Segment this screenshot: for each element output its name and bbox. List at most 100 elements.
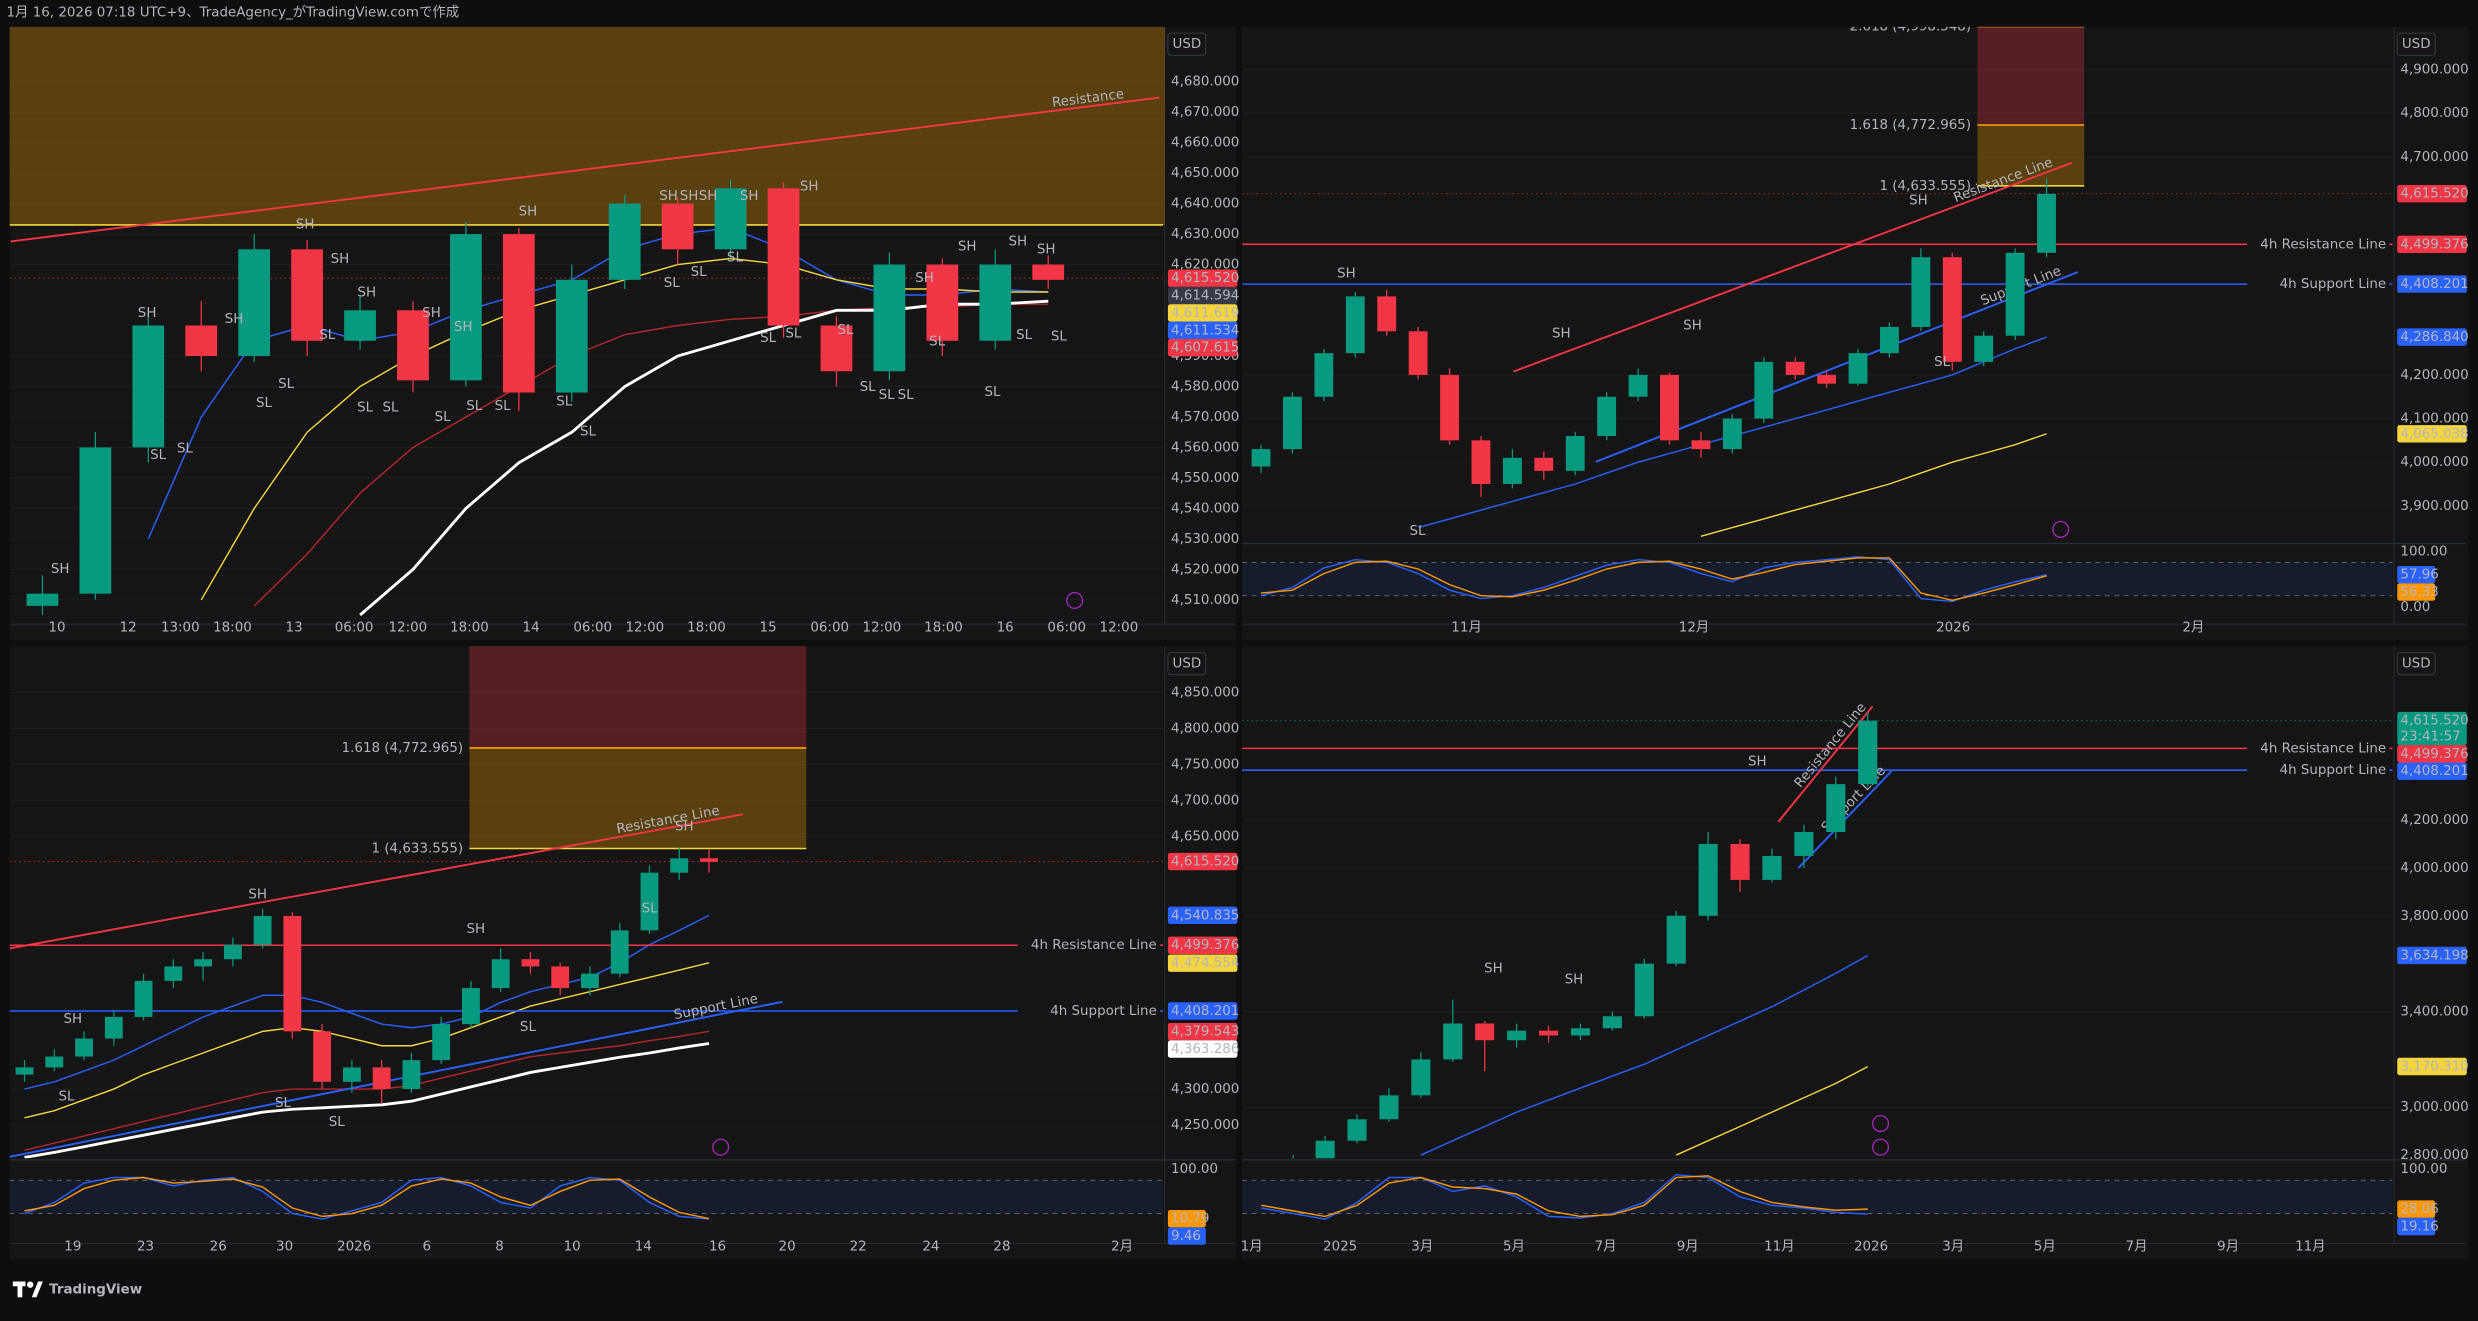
price-tag-label: 4,499.376	[2400, 747, 2468, 762]
fib-zone	[1977, 26, 2085, 126]
candle-body	[291, 249, 323, 341]
x-tick-label: 11月	[1451, 620, 1482, 635]
candle-body	[1698, 843, 1718, 916]
swing-marker: SL	[785, 326, 802, 341]
horizontal-line-label: 4h Resistance Line	[2260, 237, 2386, 252]
x-tick-label: 6	[423, 1240, 432, 1255]
x-tick-label: 06:00	[810, 620, 849, 635]
oscillator-tag-label: 10.79	[1171, 1212, 1209, 1227]
candle-body	[1911, 257, 1931, 327]
trend-line	[9, 813, 744, 950]
oscillator-tag-label: 28.06	[2400, 1202, 2438, 1217]
candle-body	[610, 930, 629, 974]
oscillator-tag-label: 57.96	[2400, 568, 2438, 583]
swing-marker: SL	[727, 251, 744, 266]
price-tag-label: 4,379.543	[1171, 1025, 1239, 1040]
candle-body	[670, 858, 689, 873]
price-tag	[1167, 269, 1238, 287]
event-icon	[712, 1138, 730, 1156]
candle-body	[1597, 396, 1617, 436]
swing-marker: SH	[1565, 973, 1584, 988]
candle-body	[1762, 855, 1782, 880]
candle-body	[1443, 1023, 1463, 1060]
swing-marker: SH	[357, 285, 376, 300]
horizontal-line-label: 4h Resistance Line	[1031, 938, 1157, 953]
swing-marker: SL	[860, 380, 877, 395]
y-tick-label: 4,650.000	[1171, 830, 1239, 845]
x-tick-label: 5月	[2034, 1240, 2056, 1255]
candle-body	[450, 234, 482, 381]
moving-average	[24, 962, 710, 1119]
swing-marker: SL	[1051, 330, 1068, 345]
swing-marker: SL	[329, 1115, 346, 1130]
candle-body	[461, 988, 480, 1025]
price-tag-label: 4,611.619	[1171, 306, 1239, 321]
candle-body	[551, 966, 570, 989]
price-tag-label: 4,615.520	[2400, 187, 2468, 202]
price-tag-label: 4,615.520	[1171, 271, 1239, 286]
x-tick-label: 10	[49, 620, 66, 635]
price-tag-label: 4,065.038	[2400, 427, 2468, 442]
candle-body	[283, 915, 302, 1032]
swing-marker: SH	[64, 1012, 83, 1027]
oscillator-line	[1260, 557, 2047, 602]
x-tick-label: 18:00	[924, 620, 963, 635]
price-tag-label: 3,634.198	[2400, 948, 2468, 963]
swing-marker: SL	[59, 1090, 76, 1105]
y-tick-label: 3,800.000	[2400, 909, 2468, 924]
candle-body	[2037, 193, 2056, 253]
candle-body	[45, 1056, 64, 1068]
candle-body	[1251, 449, 1271, 467]
y-tick-label: 4,670.000	[1171, 105, 1239, 120]
horizontal-line-label-bg	[1017, 937, 1160, 954]
swing-marker: SH	[331, 252, 350, 267]
currency-box	[1167, 652, 1207, 676]
oscillator-tick-label: 100.00	[1171, 1162, 1218, 1177]
x-tick-label: 7月	[2126, 1240, 2148, 1255]
price-tag	[2397, 762, 2467, 780]
candle-body	[223, 944, 242, 960]
y-tick-label: 3,900.000	[2400, 499, 2468, 514]
swing-marker: SL	[580, 424, 597, 439]
candle-body	[104, 1016, 123, 1039]
y-tick-label: 4,660.000	[1171, 136, 1239, 151]
candle-body	[1379, 1095, 1399, 1120]
x-tick-label: 06:00	[1047, 620, 1086, 635]
x-tick-label: 8	[495, 1240, 504, 1255]
trend-line	[1513, 162, 2073, 373]
currency-box	[2396, 652, 2436, 676]
candle-body	[194, 959, 213, 967]
candle-body	[767, 188, 800, 326]
footer-brand: TradingView	[49, 1282, 142, 1297]
y-tick-label: 4,850.000	[1171, 685, 1239, 700]
x-tick-label: 14	[635, 1240, 652, 1255]
y-tick-label: 4,520.000	[1171, 562, 1239, 577]
horizontal-line-label-bg	[2247, 740, 2390, 757]
x-tick-label: 23	[137, 1240, 154, 1255]
price-tag	[2397, 235, 2467, 254]
candle-body	[1848, 353, 1868, 384]
candle-body	[502, 234, 535, 393]
x-tick-label: 3月	[1942, 1240, 1964, 1255]
y-tick-label: 4,620.000	[1171, 258, 1239, 273]
x-tick-label: 18:00	[687, 620, 726, 635]
candle-body	[1754, 361, 1774, 419]
candle-body	[1565, 435, 1585, 471]
swing-marker: SL	[984, 385, 1001, 400]
event-icon	[2052, 520, 2070, 538]
swing-marker: SH	[296, 217, 315, 232]
candle-body	[1722, 418, 1742, 450]
candle-body	[581, 973, 599, 989]
y-tick-label: 4,800.000	[2400, 106, 2468, 121]
candle-body	[1660, 374, 1679, 441]
horizontal-line-label: 4h Support Line	[2280, 277, 2387, 292]
swing-marker: SH	[1552, 326, 1571, 341]
candle-body	[1817, 374, 1837, 384]
x-tick-label: 12:00	[626, 620, 665, 635]
price-tag	[1167, 852, 1238, 871]
y-tick-label: 4,550.000	[1171, 471, 1239, 486]
currency-label: USD	[1173, 37, 1202, 52]
